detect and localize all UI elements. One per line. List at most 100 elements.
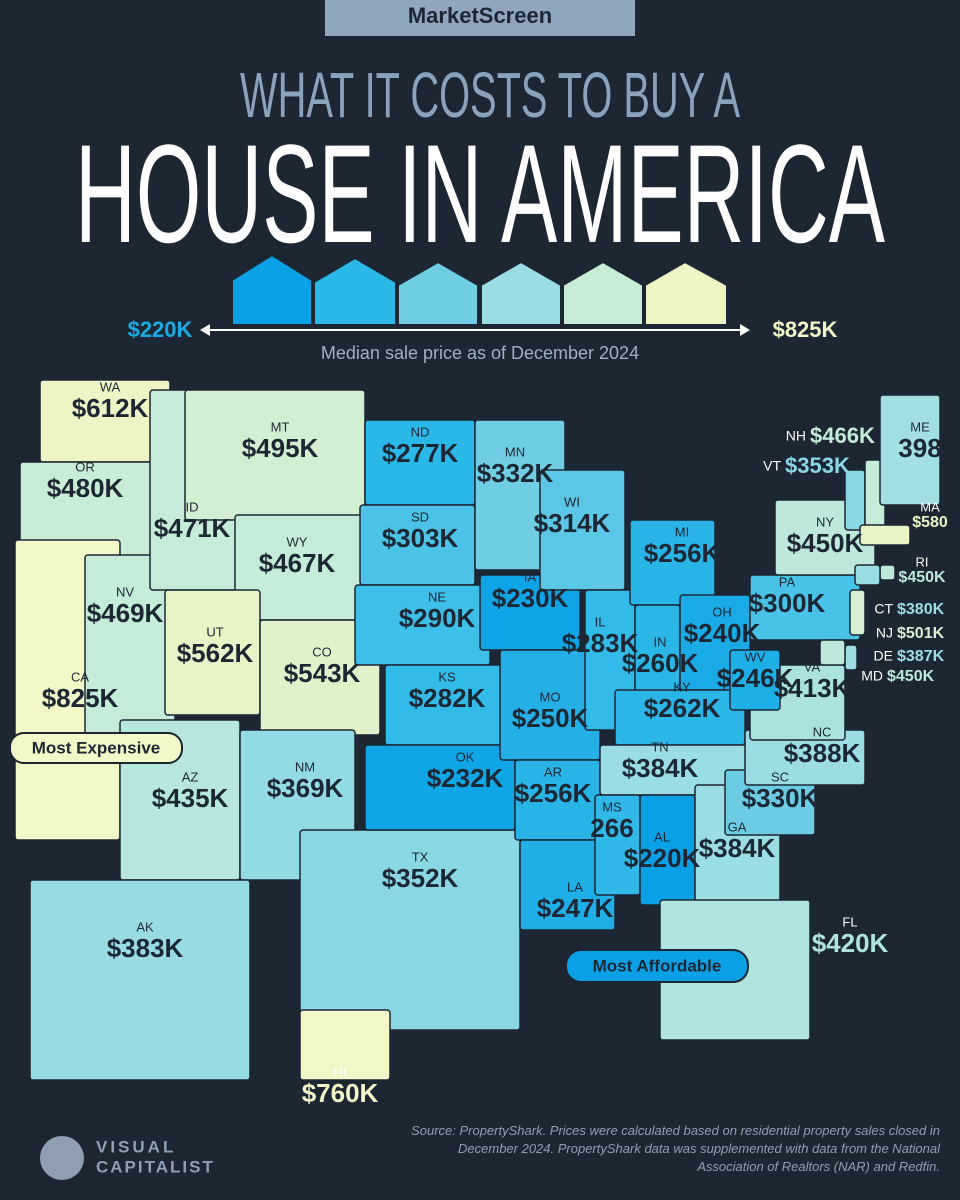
state-price: $290K — [399, 603, 476, 633]
state-abbr: NH — [786, 428, 806, 444]
state-price: $247K — [537, 893, 614, 923]
state-abbr: NY — [816, 514, 834, 529]
state-abbr: ME — [910, 419, 930, 434]
state-price: $413K — [774, 673, 851, 703]
state-price: $240K — [684, 618, 761, 648]
state-price: $232K — [427, 763, 504, 793]
state-abbr: MD — [861, 668, 883, 684]
state-abbr: VA — [804, 659, 821, 674]
state-price: $369K — [267, 773, 344, 803]
state-price: $387K — [897, 648, 945, 665]
state-shape — [299, 1009, 391, 1081]
state-abbr: ND — [411, 424, 430, 439]
state-abbr: AZ — [182, 769, 199, 784]
title-line2: HOUSE IN AMERICA — [75, 115, 885, 272]
state-abbr: ID — [186, 499, 199, 514]
logo-line2: CAPITALIST — [96, 1157, 215, 1176]
state-price: $580 — [912, 514, 948, 531]
state-price: $283K — [562, 628, 639, 658]
state-abbr: MI — [675, 524, 689, 539]
state-shape — [859, 524, 911, 546]
state-shape — [854, 564, 881, 586]
state-abbr: MO — [540, 689, 561, 704]
state-abbr: DE — [874, 648, 893, 664]
state-abbr: OR — [75, 459, 95, 474]
state-shape — [879, 394, 941, 506]
state-abbr: MS — [602, 799, 622, 814]
state-price: $450K — [898, 569, 946, 586]
state-abbr: IN — [654, 634, 667, 649]
state-shape — [299, 829, 521, 1031]
state-abbr: TN — [651, 739, 668, 754]
callout-box — [565, 949, 749, 983]
state-price: $256K — [644, 538, 721, 568]
state-price: $543K — [284, 658, 361, 688]
state-price: 266 — [590, 813, 633, 843]
state-abbr: RI — [916, 554, 929, 569]
state-abbr: VT — [763, 458, 781, 474]
callout-affordable: Most Affordable — [593, 956, 722, 975]
state-abbr: MN — [505, 444, 525, 459]
state-price: $256K — [515, 778, 592, 808]
state-price: $383K — [107, 933, 184, 963]
state-price: $466K — [810, 423, 875, 448]
state-abbr: PA — [779, 574, 796, 589]
state-price: $250K — [512, 703, 589, 733]
houses — [231, 253, 728, 326]
state-abbr: GA — [728, 819, 747, 834]
state-shape — [539, 469, 626, 591]
state-abbr: HI — [334, 1064, 347, 1079]
brand: MarketScreen — [408, 3, 552, 28]
state-price: $825K — [42, 683, 119, 713]
state-abbr: CO — [312, 644, 332, 659]
scale-high: $825K — [773, 317, 838, 342]
state-shape — [729, 649, 781, 711]
state-abbr: OK — [456, 749, 475, 764]
state-price: $282K — [409, 683, 486, 713]
state-abbr: NM — [295, 759, 315, 774]
brand-box — [325, 0, 635, 36]
state-price: $562K — [177, 638, 254, 668]
state-abbr: CA — [71, 669, 89, 684]
state-price: $420K — [812, 928, 889, 958]
state-abbr: SD — [411, 509, 429, 524]
state-shape — [819, 639, 846, 666]
state-abbr: WV — [745, 649, 766, 664]
state-abbr: WA — [100, 379, 121, 394]
state-abbr: AR — [544, 764, 562, 779]
state-price: $300K — [749, 588, 826, 618]
state-abbr: IL — [595, 614, 606, 629]
state-price: $388K — [784, 738, 861, 768]
state-abbr: NC — [813, 724, 832, 739]
state-abbr: FL — [842, 914, 857, 929]
state-shape — [844, 469, 866, 531]
state-price: $467K — [259, 548, 336, 578]
state-abbr: WY — [287, 534, 308, 549]
state-price: $480K — [47, 473, 124, 503]
state-price: $330K — [742, 783, 819, 813]
state-abbr: SC — [771, 769, 789, 784]
state-price: $303K — [382, 523, 459, 553]
logo-line1: VISUAL — [96, 1137, 176, 1156]
state-abbr: NJ — [876, 625, 893, 641]
source-box: Source: PropertyShark. Prices were calcu… — [411, 1123, 940, 1174]
state-price: $450K — [787, 528, 864, 558]
state-abbr: OH — [712, 604, 732, 619]
state-price: $332K — [477, 458, 554, 488]
state-price: $262K — [644, 693, 721, 723]
state-price: $260K — [622, 648, 699, 678]
state-abbr: WI — [564, 494, 580, 509]
state-abbr: AK — [136, 919, 154, 934]
state-price: $435K — [152, 783, 229, 813]
state-abbr: UT — [206, 624, 223, 639]
state-price: 398 — [898, 433, 941, 463]
scale-low: $220K — [128, 317, 193, 342]
labels: WA$612K OR$480K CA$825K NV$469K ID$471K MT$49… — [42, 379, 948, 1107]
source: Source: PropertyShark. Prices were calcu… — [411, 1123, 940, 1174]
state-shape — [879, 564, 896, 581]
state-price: $495K — [242, 433, 319, 463]
title-line1: WHAT IT COSTS TO BUY A — [240, 59, 740, 131]
state-abbr: CT — [874, 601, 893, 617]
state-price: $380K — [897, 601, 945, 618]
